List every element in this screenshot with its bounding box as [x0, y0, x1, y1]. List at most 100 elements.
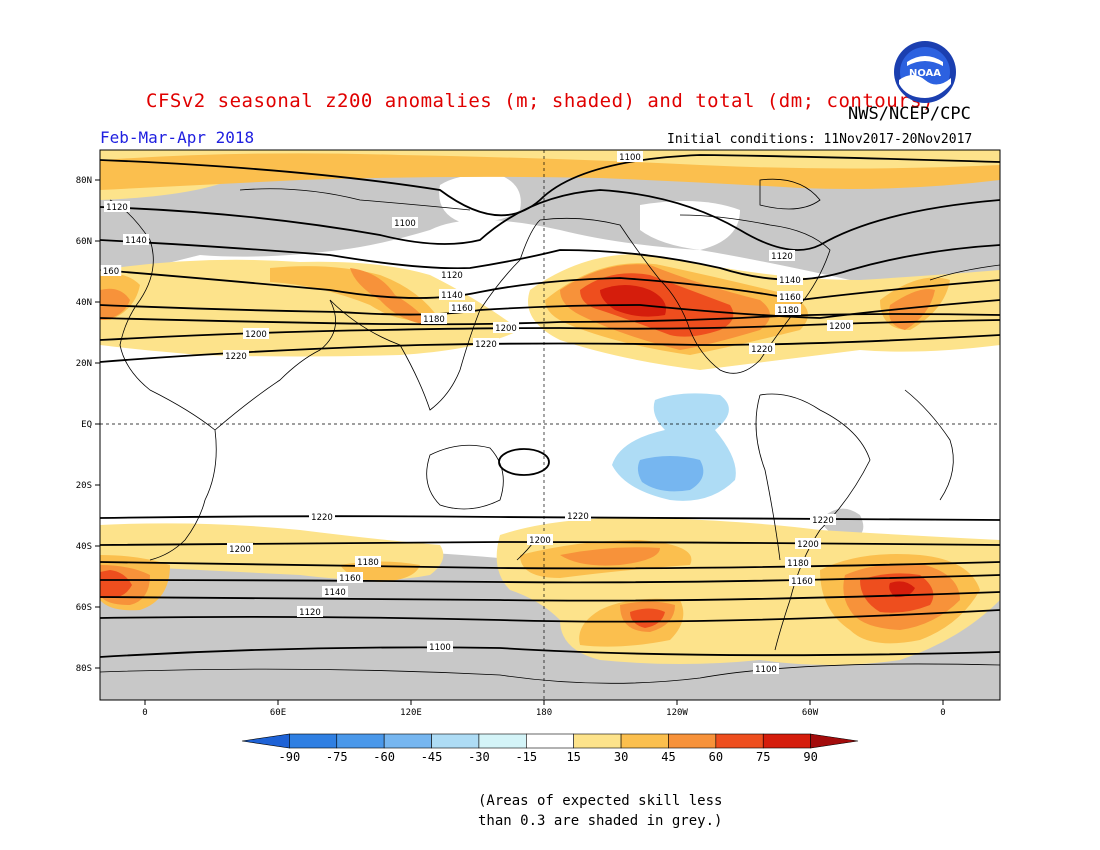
contour-label: 1220 [225, 352, 247, 362]
lon-label: 180 [536, 708, 552, 718]
coastlines [100, 178, 1000, 684]
contour-label: 1120 [106, 203, 128, 213]
contour-label-background [104, 201, 130, 212]
contour-label-background [355, 556, 381, 567]
contour-label-background [223, 350, 249, 361]
contour-label-background [439, 289, 465, 300]
contour-label: 1200 [829, 322, 851, 332]
contour-label: 1120 [441, 271, 463, 281]
contour-label: 1180 [423, 315, 445, 325]
footnote-line-1: (Areas of expected skill less [478, 793, 723, 809]
axis-ticks [95, 179, 944, 705]
contour-label: 1180 [777, 306, 799, 316]
lat-label: 80N [76, 176, 92, 186]
contour-label: 1200 [245, 330, 267, 340]
contour-label-background [100, 265, 122, 276]
contour-label: 1220 [567, 512, 589, 522]
lat-label: 20N [76, 359, 92, 369]
contour-label: 1140 [324, 588, 346, 598]
contour-label: 160 [103, 267, 119, 277]
contour-label: 1140 [779, 276, 801, 286]
lat-label: 60S [76, 603, 92, 613]
gridlines [100, 150, 1000, 700]
contour-label-background [810, 514, 836, 525]
lat-label: 40S [76, 542, 92, 552]
contour-label: 1220 [812, 516, 834, 526]
lat-label: 80S [76, 664, 92, 674]
lon-label: 60W [802, 708, 819, 718]
contour-label-background [123, 234, 149, 245]
longitude-labels: 0 60E 120E 180 120W 60W 0 [142, 708, 945, 718]
contour-label-background [749, 343, 775, 354]
footnote-line-2: than 0.3 are shaded in grey.) [478, 813, 723, 829]
contour-label: 1220 [751, 345, 773, 355]
contour-label: 1200 [495, 324, 517, 334]
contour-label-background [337, 572, 363, 583]
lat-label: 40N [76, 298, 92, 308]
anomaly-negative [612, 393, 736, 501]
contour-label: 1140 [441, 291, 463, 301]
contour-label-background [777, 291, 803, 302]
contour-label-background [565, 510, 591, 521]
contour-label-background [449, 302, 475, 313]
contour-label: 1160 [451, 304, 473, 314]
contour-label: 1220 [311, 513, 333, 523]
season-label: Feb-Mar-Apr 2018 [100, 128, 255, 147]
contour-label-background [439, 269, 465, 280]
contour-label: 1160 [339, 574, 361, 584]
contour-label-background [427, 641, 453, 652]
contour-label: 1100 [755, 665, 777, 675]
lon-label: 0 [940, 708, 945, 718]
contour-label-background [322, 586, 348, 597]
height-contours [100, 154, 1000, 658]
contour-label-background [795, 538, 821, 549]
org-label: NWS/NCEP/CPC [848, 104, 971, 124]
lon-label: 120W [666, 708, 688, 718]
contour-label: 1100 [429, 643, 451, 653]
contour-label: 1100 [394, 219, 416, 229]
noaa-logo-text: NOAA [909, 68, 941, 79]
noaa-logo: NOAA [894, 41, 956, 103]
contour-label-background [473, 338, 499, 349]
contour-label: 1100 [619, 153, 641, 163]
lat-label: 20S [76, 481, 92, 491]
skill-footnote: (Areas of expected skill less than 0.3 a… [478, 791, 722, 831]
contour-label: 1180 [357, 558, 379, 568]
lon-label: 0 [142, 708, 147, 718]
contour-label-background [309, 511, 335, 522]
contour-label-background [775, 304, 801, 315]
contour-label: 1140 [125, 236, 147, 246]
contour-label-background [789, 575, 815, 586]
contour-label-background [785, 557, 811, 568]
contour-labels: 1100110011001100112011201120112011401140… [100, 151, 853, 675]
contour-label-background [243, 328, 269, 339]
contour-label-background [227, 543, 253, 554]
contour-label: 1200 [229, 545, 251, 555]
contour-label: 1160 [791, 577, 813, 587]
contour-label-background [753, 663, 779, 674]
contour-label-background [769, 250, 795, 261]
latitude-labels: 80N 60N 40N 20N EQ 20S 40S 60S 80S [76, 176, 92, 674]
contour-label-background [297, 606, 323, 617]
initial-conditions-label: Initial conditions: 11Nov2017-20Nov2017 [667, 132, 973, 147]
contour-label-background [777, 274, 803, 285]
contour-label-background [421, 313, 447, 324]
lon-label: 60E [270, 708, 286, 718]
contour-label: 1160 [779, 293, 801, 303]
map-title: CFSv2 seasonal z200 anomalies (m; shaded… [146, 90, 934, 112]
contour-label-background [392, 217, 418, 228]
contour-label-background [527, 534, 553, 545]
contour-label-background [493, 322, 519, 333]
lat-label: EQ [81, 420, 92, 430]
contour-label-background [827, 320, 853, 331]
contour-label-background [617, 151, 643, 162]
lon-label: 120E [400, 708, 422, 718]
contour-label: 1120 [299, 608, 321, 618]
map-frame [99, 149, 1001, 701]
lat-label: 60N [76, 237, 92, 247]
anomaly-75-90 [600, 285, 915, 598]
contour-label: 1120 [771, 252, 793, 262]
contour-label: 1220 [475, 340, 497, 350]
contour-label: 1200 [529, 536, 551, 546]
